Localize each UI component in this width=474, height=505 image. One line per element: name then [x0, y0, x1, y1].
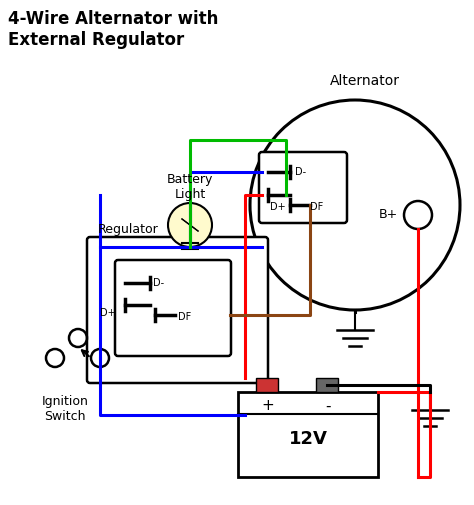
Text: D-: D- [153, 278, 164, 288]
Text: DF: DF [310, 202, 323, 212]
Text: Ignition
Switch: Ignition Switch [42, 395, 89, 423]
Bar [238, 392, 378, 477]
Text: Alternator: Alternator [330, 74, 400, 88]
Text: +: + [262, 398, 274, 414]
Bar [256, 378, 278, 392]
Text: Battery
Light: Battery Light [167, 173, 213, 201]
FancyBboxPatch shape [115, 260, 231, 356]
Text: -: - [325, 398, 331, 414]
Bar [316, 378, 338, 392]
Text: D+: D+ [270, 202, 286, 212]
FancyBboxPatch shape [259, 152, 347, 223]
Text: B+: B+ [379, 209, 398, 222]
Text: D-: D- [295, 167, 306, 177]
Text: D+: D+ [100, 308, 116, 318]
Text: DF: DF [178, 312, 191, 322]
Text: Regulator: Regulator [98, 223, 159, 236]
Text: 12V: 12V [289, 430, 328, 448]
FancyBboxPatch shape [87, 237, 268, 383]
Circle shape [168, 203, 212, 247]
Text: 4-Wire Alternator with
External Regulator: 4-Wire Alternator with External Regulato… [8, 10, 219, 49]
